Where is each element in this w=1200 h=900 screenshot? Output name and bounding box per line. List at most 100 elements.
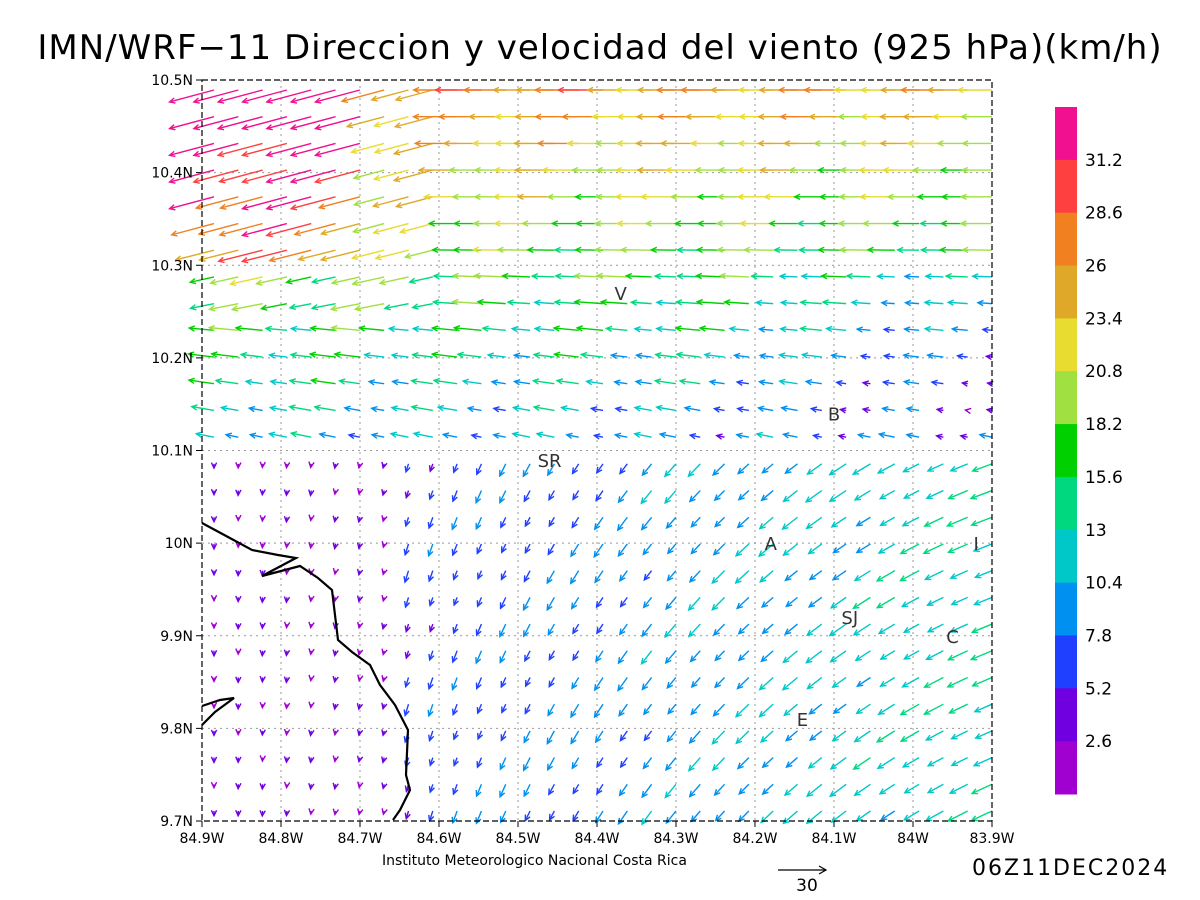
wind-vector [194,117,238,129]
wind-vector [243,117,287,129]
y-tick-label: 10.4N [151,166,193,182]
reference-vector [778,866,826,874]
colorbar-label: 15.6 [1085,468,1123,488]
wind-vector [736,544,749,556]
y-tick-label: 10N [165,536,193,552]
wind-vector [354,170,384,178]
y-tick-label: 10.2N [151,351,193,367]
wind-vector [689,597,701,610]
wind-vector [503,276,530,277]
wind-vector [291,90,335,102]
place-label: E [797,710,808,731]
coastline-path-south [202,698,234,725]
wind-vector [218,90,262,102]
wind-vector [713,758,725,770]
wind-vector [353,224,384,232]
x-tick-label: 84.9W [179,831,224,847]
x-axis: 84.9W 84.8W 84.7W 84.6W 84.5W 84.4W 84.3W 84.2W… [179,821,1014,847]
wind-vector [752,276,774,277]
wind-vector [221,197,263,208]
wind-vector [295,224,336,235]
colorbar-swatch [1055,213,1077,266]
x-tick-label: 84W [897,831,929,847]
x-tick-label: 84.7W [337,831,382,847]
wind-vector [736,704,749,716]
x-tick-label: 84.2W [732,831,777,847]
coastline-path [202,523,410,820]
colorbar: 31.228.62623.420.818.215.61310.47.85.22.… [1055,107,1123,795]
colorbar-label: 23.4 [1085,309,1123,329]
wind-vector [218,117,262,129]
place-label: I [974,534,979,555]
wind-vector [291,197,335,209]
colorbar-swatch [1055,741,1077,794]
wind-vector [315,143,359,155]
wind-vector [242,250,287,261]
colorbar-label: 20.8 [1085,362,1123,382]
wind-vector [854,758,871,770]
wind-vector [267,90,311,102]
wind-vector [626,276,651,277]
place-label: SR [538,451,562,472]
wind-vector [270,250,311,260]
place-label: B [828,404,840,425]
wind-vector [291,170,335,182]
wind-vector [712,731,724,744]
place-label: A [765,534,778,555]
colorbar-swatch [1055,371,1077,424]
place-label: C [946,627,959,648]
wind-vector [243,170,287,182]
wind-vector [783,677,798,689]
wind-vector [243,143,287,155]
y-tick-label: 10.3N [151,258,193,274]
wind-vector [806,651,821,663]
wind-vector [194,143,238,155]
wind-vector [688,464,700,476]
colorbar-swatch [1055,477,1077,530]
colorbar-label: 18.2 [1085,415,1123,435]
place-label: V [615,284,628,305]
wind-vector [194,170,238,182]
y-tick-label: 9.9N [160,629,193,645]
wind-vector [243,197,287,209]
wind-vector [220,170,263,182]
coastline [202,523,410,820]
wind-vector [243,90,287,102]
x-tick-label: 84.8W [258,831,303,847]
wind-vector-head [382,541,387,547]
y-tick-label: 10.1N [151,444,193,460]
colorbar-swatch [1055,635,1077,688]
wind-vector [877,731,894,742]
reference-vector-label: 30 [790,876,824,896]
place-label: SJ [841,608,858,629]
x-tick-label: 84.5W [495,831,540,847]
colorbar-swatch [1055,583,1077,636]
wind-vector [822,276,846,277]
wind-vector [783,651,797,663]
x-tick-label: 84.3W [653,831,698,847]
colorbar-swatch [1055,160,1077,213]
wind-vector [218,143,262,155]
colorbar-label: 7.8 [1085,626,1112,646]
wind-vector [354,197,384,205]
wind-vector [199,224,238,235]
wind-vector [291,117,335,129]
y-tick-label: 9.8N [160,721,193,737]
wind-vector [712,597,724,609]
colorbar-label: 31.2 [1085,151,1123,171]
wind-vector [170,90,214,102]
wind-vector [532,276,554,277]
grid-lines [202,80,992,821]
plot-frame [202,80,992,821]
colorbar-swatch [1055,107,1077,160]
colorbar-swatch [1055,424,1077,477]
colorbar-swatch [1055,318,1077,371]
x-tick-label: 84.1W [811,831,856,847]
y-axis: 10.5N10.4N10.3N10.2N10.1N10N9.9N9.8N9.7N [151,73,202,830]
x-tick-label: 84.6W [416,831,461,847]
colorbar-label: 26 [1085,257,1107,277]
wind-vector-head [965,408,971,413]
wind-vector [267,170,311,182]
wind-vector [760,677,773,689]
